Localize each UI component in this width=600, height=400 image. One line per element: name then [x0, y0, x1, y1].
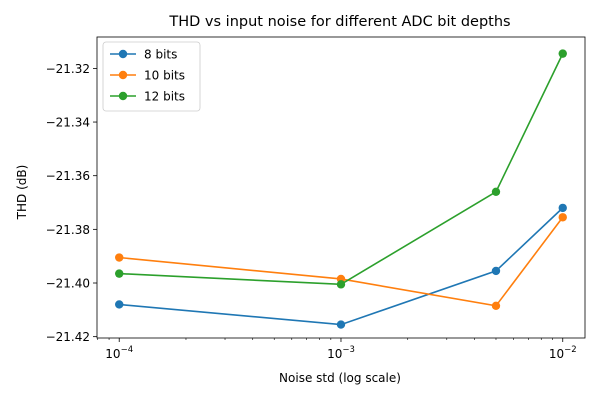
legend-label: 10 bits: [144, 69, 185, 83]
series-point-1: [491, 266, 501, 276]
series-lines: [115, 49, 567, 329]
series-point-1: [558, 203, 567, 213]
series-line-3: [119, 53, 564, 286]
legend-label: 12 bits: [144, 90, 185, 104]
y-tick-label: −21.40: [46, 277, 90, 291]
legend-marker: [118, 49, 128, 59]
x-axis-label: Noise std (log scale): [279, 371, 401, 385]
series-line-2: [119, 216, 564, 307]
x-tick-label: 10−4: [105, 345, 133, 361]
y-tick-label: −21.36: [46, 169, 90, 183]
series-point-3: [558, 49, 567, 58]
legend-marker: [118, 70, 128, 80]
series-point-2: [491, 301, 501, 311]
y-tick-label: −21.34: [46, 116, 90, 130]
series-point-3: [115, 269, 124, 278]
series-point-2: [558, 213, 567, 222]
legend-label: 8 bits: [144, 48, 177, 62]
y-tick-label: −21.32: [46, 62, 90, 76]
series-point-1: [336, 320, 346, 329]
series-point-2: [115, 253, 124, 262]
series-point-1: [115, 300, 124, 309]
x-axis: 10−4 10−3 10−2: [97, 338, 577, 361]
x-tick-label: 10−3: [327, 345, 355, 361]
chart-title: THD vs input noise for different ADC bit…: [168, 14, 510, 30]
y-axis-label: THD (dB): [15, 165, 29, 221]
y-axis: −21.42 −21.40 −21.38 −21.36 −21.34 −21.32: [46, 62, 97, 344]
series-line-1: [119, 207, 564, 326]
legend-marker: [118, 91, 128, 101]
legend-box: [102, 41, 201, 112]
series-point-3: [336, 280, 346, 289]
y-tick-label: −21.42: [46, 330, 90, 344]
series-point-3: [491, 187, 501, 196]
legend: 8 bits 10 bits 12 bits: [102, 41, 201, 112]
y-tick-label: −21.38: [46, 223, 90, 237]
x-tick-label: 10−2: [549, 345, 577, 361]
